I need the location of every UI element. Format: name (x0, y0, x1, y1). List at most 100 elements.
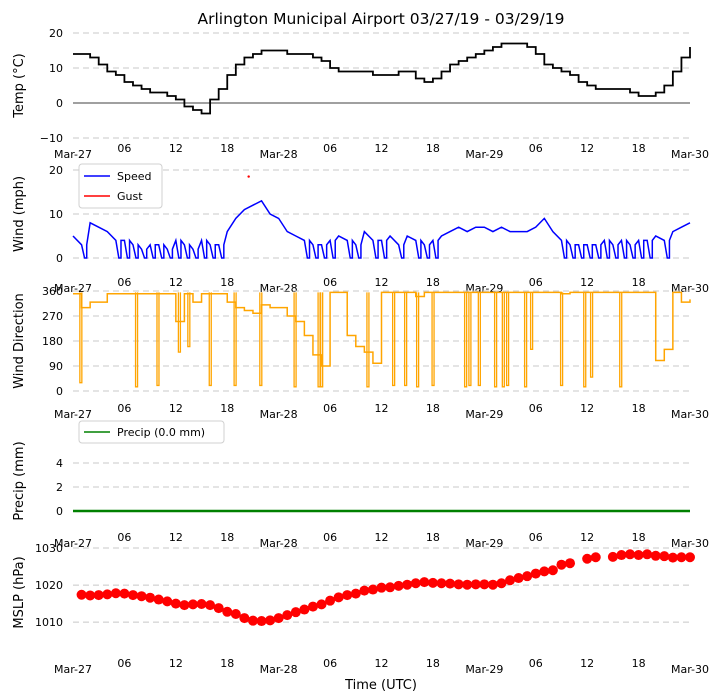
x-tick-label: 12 (375, 657, 389, 670)
mslp-point (385, 582, 396, 593)
mslp-point (513, 573, 524, 584)
mslp-point (470, 579, 481, 590)
mslp-point (402, 579, 413, 590)
y-tick-label: 90 (49, 360, 63, 373)
y-axis-label: Temp (°C) (12, 53, 27, 119)
x-tick-label: Mar-27 (54, 282, 92, 295)
mslp-point (616, 550, 627, 561)
panel-precip: 0 2 4 Precip (mm) Mar-27 06 12 18 Mar-28 06 12 18 Ma… (12, 420, 709, 550)
x-tick-label: 06 (117, 142, 131, 155)
y-tick-label: 2 (56, 481, 63, 494)
wind-direction-dip (391, 292, 396, 387)
x-tick-label: 12 (375, 402, 389, 415)
mslp-point (633, 550, 644, 561)
x-tick-label: Mar-28 (260, 663, 298, 676)
legend-speed-label: Speed (117, 170, 151, 183)
mslp-point (367, 584, 378, 595)
mslp-point (127, 590, 138, 601)
mslp-point (110, 588, 121, 599)
wind-speed-line (72, 199, 691, 259)
x-tick-label: 18 (632, 142, 646, 155)
y-tick-label: 270 (42, 310, 63, 323)
x-tick-label: 12 (375, 142, 389, 155)
y-axis-label: MSLP (hPa) (12, 556, 27, 628)
mslp-point (410, 578, 421, 589)
mslp-point (539, 566, 550, 577)
y-tick-label: 10 (49, 208, 63, 221)
precip-legend: Precip (0.0 mm) (78, 420, 225, 444)
y-tick-label: 0 (56, 505, 63, 518)
wind-direction-dip (529, 292, 534, 350)
y-tick-label: 1010 (35, 616, 63, 629)
x-tick-label: 06 (117, 531, 131, 544)
x-tick-label: 18 (632, 402, 646, 415)
x-tick-label: 18 (220, 142, 234, 155)
y-tick-label: 10 (49, 62, 63, 75)
mslp-point (222, 606, 233, 617)
x-tick-label: 18 (220, 402, 234, 415)
mslp-point (547, 565, 558, 576)
x-tick-label: 12 (169, 276, 183, 289)
wind-direction-dip (208, 292, 212, 387)
x-tick-label: 12 (375, 276, 389, 289)
x-tick-label: 06 (529, 531, 543, 544)
mslp-point (505, 575, 516, 586)
mslp-point (290, 607, 301, 618)
x-tick-label: 06 (323, 531, 337, 544)
x-tick-label: 06 (117, 276, 131, 289)
panel-temperature: −10 0 10 20 Temp (°C) Mar-27 06 12 18 Mar-28 06 12 1… (12, 27, 709, 161)
x-tick-label: 12 (169, 142, 183, 155)
mslp-point (496, 578, 507, 589)
wind-direction-dip (177, 292, 182, 353)
mslp-point (85, 590, 96, 601)
temperature-line (73, 42, 691, 115)
y-axis-label: Precip (mm) (12, 441, 27, 520)
mslp-point (282, 610, 293, 621)
x-tick-label: 12 (580, 657, 594, 670)
panel-mslp: 1010 1020 1030 MSLP (hPa) Mar-27 06 12 18 Mar-28… (12, 542, 709, 676)
x-tick-label: 18 (426, 657, 440, 670)
mslp-point (93, 590, 104, 601)
x-tick-label: Mar-30 (671, 663, 709, 676)
y-axis-label: Wind Direction (12, 293, 27, 389)
y-tick-label: 0 (56, 97, 63, 110)
x-tick-label: 12 (580, 402, 594, 415)
mslp-point (445, 578, 456, 589)
y-tick-label: 20 (49, 164, 63, 177)
x-tick-label: Mar-29 (465, 408, 503, 421)
x-tick-label: 18 (426, 276, 440, 289)
x-tick-label: 18 (426, 402, 440, 415)
y-tick-label: 0 (56, 385, 63, 398)
x-tick-label: 12 (580, 531, 594, 544)
mslp-point (325, 595, 336, 606)
wind-direction-dip (187, 292, 191, 348)
mslp-point (487, 579, 498, 590)
mslp-point (350, 588, 361, 599)
x-tick-label: 12 (580, 276, 594, 289)
wind-direction-dip (156, 292, 160, 387)
panel-wind_direction: 0 90 180 270 360 Wind Direction Mar-27 06 12 18 Ma… (12, 285, 709, 421)
x-tick-label: Mar-27 (54, 408, 92, 421)
mslp-point (213, 603, 224, 614)
wind-direction-dip (505, 292, 510, 387)
mslp-point (76, 589, 87, 600)
x-tick-label: Mar-28 (260, 408, 298, 421)
x-tick-label: Mar-27 (54, 663, 92, 676)
mslp-point (590, 552, 601, 563)
mslp-point (530, 568, 541, 579)
y-axis-label: Wind (mph) (12, 176, 27, 252)
mslp-point (642, 549, 653, 560)
mslp-point (419, 577, 430, 588)
wind-direction-dip (523, 292, 528, 388)
mslp-point (162, 596, 173, 607)
mslp-point (230, 609, 241, 620)
mslp-point (307, 601, 318, 612)
wind-direction-dip (477, 292, 481, 387)
y-tick-label: 1020 (35, 579, 63, 592)
mslp-point (667, 552, 678, 563)
wind-direction-dip (259, 292, 263, 387)
mslp-point (205, 600, 216, 611)
wind-direction-dip (293, 292, 297, 388)
x-tick-label: Mar-28 (260, 282, 298, 295)
x-tick-label: 06 (323, 657, 337, 670)
